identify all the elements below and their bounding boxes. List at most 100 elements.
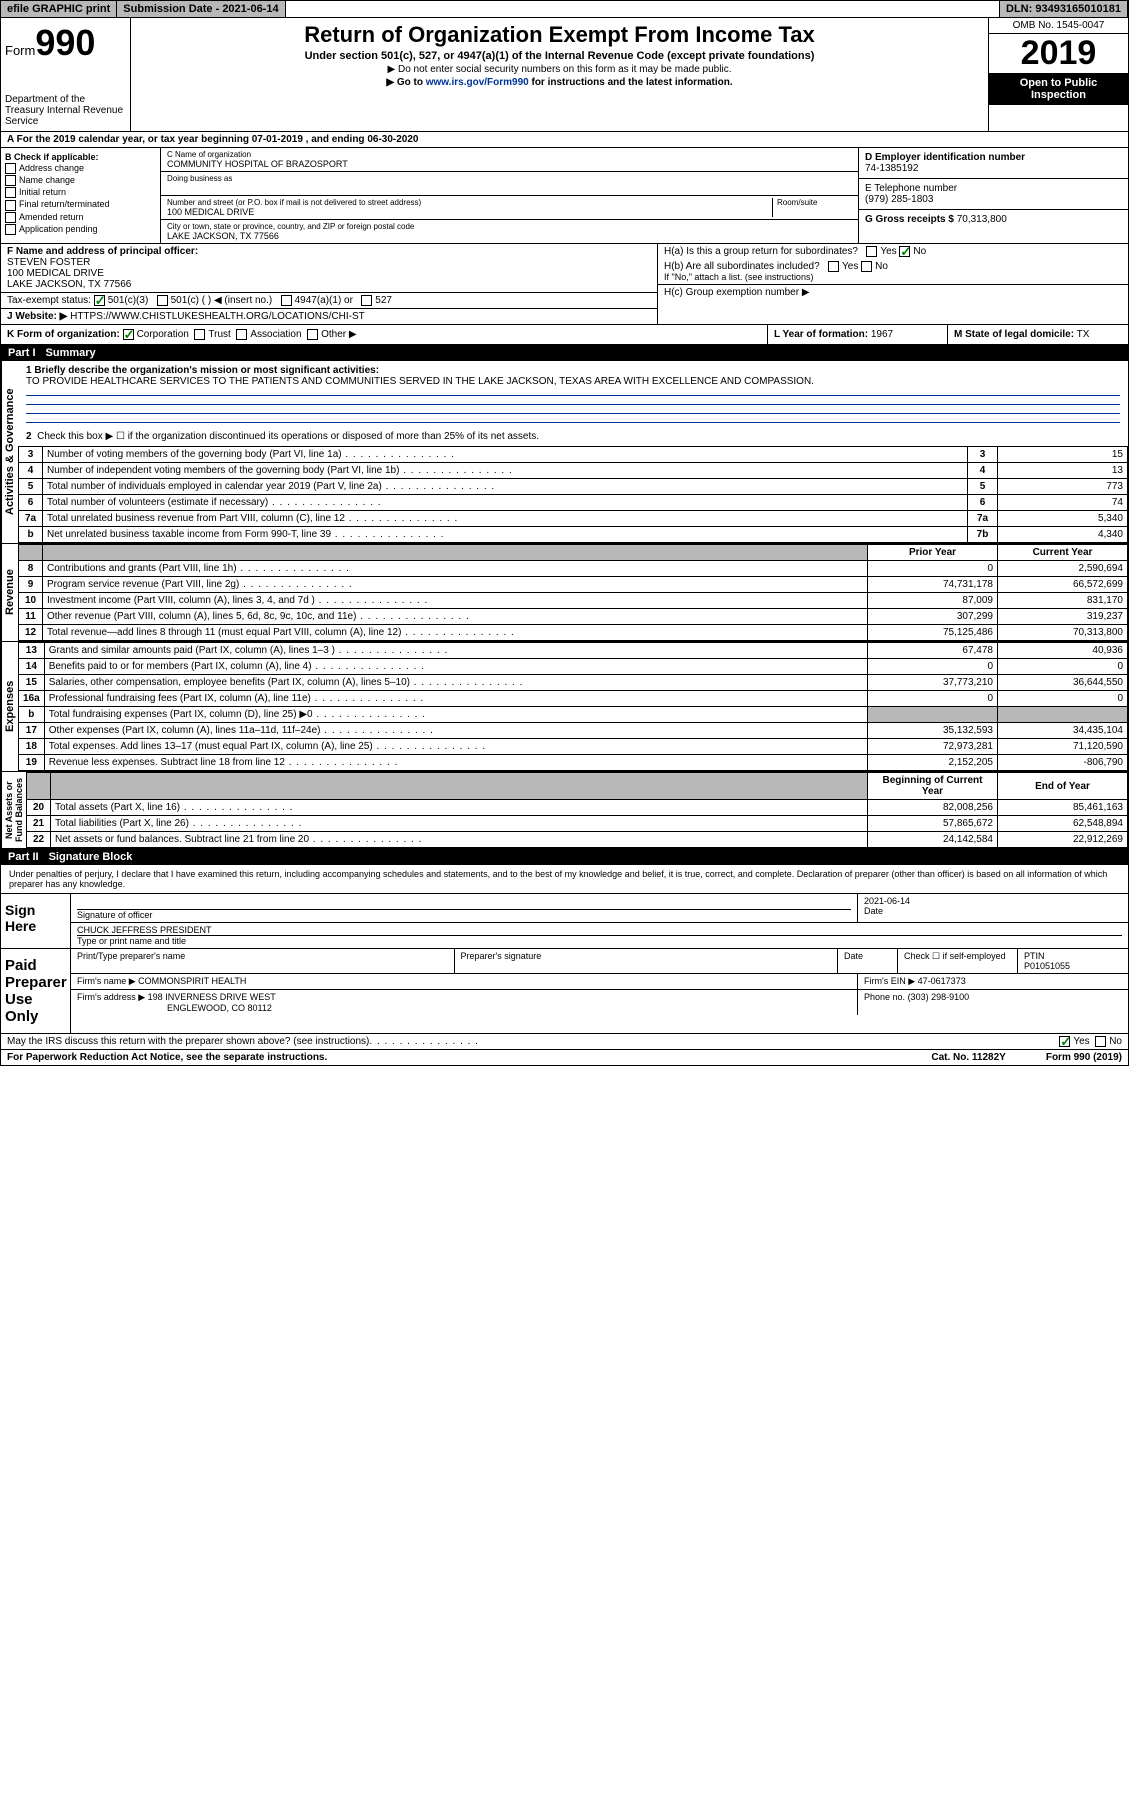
prior-head: Prior Year xyxy=(868,545,998,561)
paid-prep-label: Paid Preparer Use Only xyxy=(1,949,71,1033)
block-ha: H(a) Is this a group return for subordin… xyxy=(658,244,1128,259)
firm-ein-label: Firm's EIN ▶ xyxy=(864,976,915,986)
f-label: F Name and address of principal officer: xyxy=(7,246,651,257)
k-assoc[interactable] xyxy=(236,329,247,340)
sig-declaration: Under penalties of perjury, I declare th… xyxy=(1,865,1128,893)
k-trust[interactable] xyxy=(194,329,205,340)
ha-label: H(a) Is this a group return for subordin… xyxy=(664,246,858,257)
irs-link[interactable]: www.irs.gov/Form990 xyxy=(426,77,529,88)
dba-label: Doing business as xyxy=(167,174,852,183)
opt-initial[interactable]: Initial return xyxy=(5,187,156,198)
mission-text: TO PROVIDE HEALTHCARE SERVICES TO THE PA… xyxy=(26,376,1120,387)
title-cell: Return of Organization Exempt From Incom… xyxy=(131,18,988,131)
sign-here-label: Sign Here xyxy=(1,894,71,948)
table-row: 14Benefits paid to or for members (Part … xyxy=(19,659,1128,675)
hb-yes[interactable] xyxy=(828,261,839,272)
sig-date-label: Date xyxy=(864,906,1122,916)
efile-label: efile GRAPHIC print xyxy=(1,1,117,17)
gross-receipts: 70,313,800 xyxy=(957,214,1007,225)
opt-amended[interactable]: Amended return xyxy=(5,212,156,223)
phone: (979) 285-1803 xyxy=(865,194,1122,205)
opt-527: 527 xyxy=(375,295,392,306)
year-formation: 1967 xyxy=(871,329,893,340)
phone-label: Phone no. xyxy=(864,992,905,1002)
expenses-section: Expenses 13Grants and similar amounts pa… xyxy=(0,642,1129,772)
submission-date: Submission Date - 2021-06-14 xyxy=(117,1,285,17)
side-expenses: Expenses xyxy=(1,642,18,771)
city-label: City or town, state or province, country… xyxy=(167,222,852,231)
instr2-post: for instructions and the latest informat… xyxy=(529,77,733,88)
org-name-row: C Name of organization COMMUNITY HOSPITA… xyxy=(161,148,858,172)
table-row: 3Number of voting members of the governi… xyxy=(19,447,1128,463)
table-row: 18Total expenses. Add lines 13–17 (must … xyxy=(19,739,1128,755)
block-hc: H(c) Group exemption number ▶ xyxy=(658,284,1128,300)
signature-block: Under penalties of perjury, I declare th… xyxy=(0,865,1129,1050)
l-label: L Year of formation: xyxy=(774,329,868,340)
block-m: M State of legal domicile: TX xyxy=(948,325,1128,344)
spacer xyxy=(286,1,1000,17)
table-row: 13Grants and similar amounts paid (Part … xyxy=(19,643,1128,659)
open-public: Open to Public Inspection xyxy=(989,73,1128,105)
e-label: E Telephone number xyxy=(865,183,1122,194)
chk-527[interactable] xyxy=(361,295,372,306)
website-label: Website: ▶ xyxy=(15,311,67,322)
block-c: C Name of organization COMMUNITY HOSPITA… xyxy=(161,148,858,243)
current-head: Current Year xyxy=(998,545,1128,561)
firm-name-cell: Firm's name ▶ COMMONSPIRIT HEALTH xyxy=(71,974,858,989)
part2-title: Signature Block xyxy=(49,851,133,863)
officer-name: STEVEN FOSTER xyxy=(7,257,651,268)
footer: For Paperwork Reduction Act Notice, see … xyxy=(0,1050,1129,1066)
check-self: Check ☐ if self-employed xyxy=(898,949,1018,973)
mission-box: 1 Briefly describe the organization's mi… xyxy=(18,361,1128,446)
discuss-yn: Yes No xyxy=(1059,1036,1122,1047)
chk-501c3[interactable] xyxy=(94,295,105,306)
block-b: B Check if applicable: Address change Na… xyxy=(1,148,161,243)
net-head: Beginning of Current Year End of Year xyxy=(27,773,1128,800)
block-k: K Form of organization: Corporation Trus… xyxy=(1,325,768,344)
addr-row: Number and street (or P.O. box if mail i… xyxy=(161,196,858,220)
block-g: G Gross receipts $ 70,313,800 xyxy=(859,210,1128,229)
opt-address[interactable]: Address change xyxy=(5,163,156,174)
ha-no[interactable] xyxy=(899,246,910,257)
table-row: 17Other expenses (Part IX, column (A), l… xyxy=(19,723,1128,739)
form-no: 990 xyxy=(35,22,95,63)
hb-no[interactable] xyxy=(861,261,872,272)
info-left: F Name and address of principal officer:… xyxy=(1,244,658,324)
omb-no: OMB No. 1545-0047 xyxy=(989,18,1128,34)
d-label: D Employer identification number xyxy=(865,152,1122,163)
ptin-cell: PTIN P01051055 xyxy=(1018,949,1128,973)
revenue-table: Prior Year Current Year 8Contributions a… xyxy=(18,544,1128,641)
opt-final[interactable]: Final return/terminated xyxy=(5,199,156,210)
info-right: H(a) Is this a group return for subordin… xyxy=(658,244,1128,324)
tax-exempt-row: Tax-exempt status: 501(c)(3) 501(c) ( ) … xyxy=(1,293,657,309)
discuss-yes[interactable] xyxy=(1059,1036,1070,1047)
table-row: 4Number of independent voting members of… xyxy=(19,463,1128,479)
table-row: 21Total liabilities (Part X, line 26)57,… xyxy=(27,816,1128,832)
city-row: City or town, state or province, country… xyxy=(161,220,858,243)
k-corp[interactable] xyxy=(123,329,134,340)
chk-4947[interactable] xyxy=(281,295,292,306)
top-bar: efile GRAPHIC print Submission Date - 20… xyxy=(0,0,1129,18)
footer-left: For Paperwork Reduction Act Notice, see … xyxy=(7,1052,327,1063)
opt-pending[interactable]: Application pending xyxy=(5,224,156,235)
sig-date-cell: 2021-06-14 Date xyxy=(858,894,1128,922)
website: HTTPS://WWW.CHISTLUKESHEALTH.ORG/LOCATIO… xyxy=(70,311,365,322)
hb-label: H(b) Are all subordinates included? xyxy=(664,261,820,272)
block-hb: H(b) Are all subordinates included? Yes … xyxy=(658,259,1128,284)
block-e: E Telephone number (979) 285-1803 xyxy=(859,179,1128,210)
ein: 74-1385192 xyxy=(865,163,1122,174)
k-other[interactable] xyxy=(307,329,318,340)
b-label: B Check if applicable: xyxy=(5,152,156,162)
opt-name[interactable]: Name change xyxy=(5,175,156,186)
period-row: A For the 2019 calendar year, or tax yea… xyxy=(0,132,1129,148)
ha-yes[interactable] xyxy=(866,246,877,257)
city: LAKE JACKSON, TX 77566 xyxy=(167,231,852,241)
k-label: K Form of organization: xyxy=(7,329,120,340)
table-row: 9Program service revenue (Part VIII, lin… xyxy=(19,577,1128,593)
discuss-no[interactable] xyxy=(1095,1036,1106,1047)
form-prefix: Form xyxy=(5,43,35,58)
officer-addr2: LAKE JACKSON, TX 77566 xyxy=(7,279,651,290)
chk-501c[interactable] xyxy=(157,295,168,306)
org-name: COMMUNITY HOSPITAL OF BRAZOSPORT xyxy=(167,159,852,169)
prep-sig-label: Preparer's signature xyxy=(455,949,839,973)
